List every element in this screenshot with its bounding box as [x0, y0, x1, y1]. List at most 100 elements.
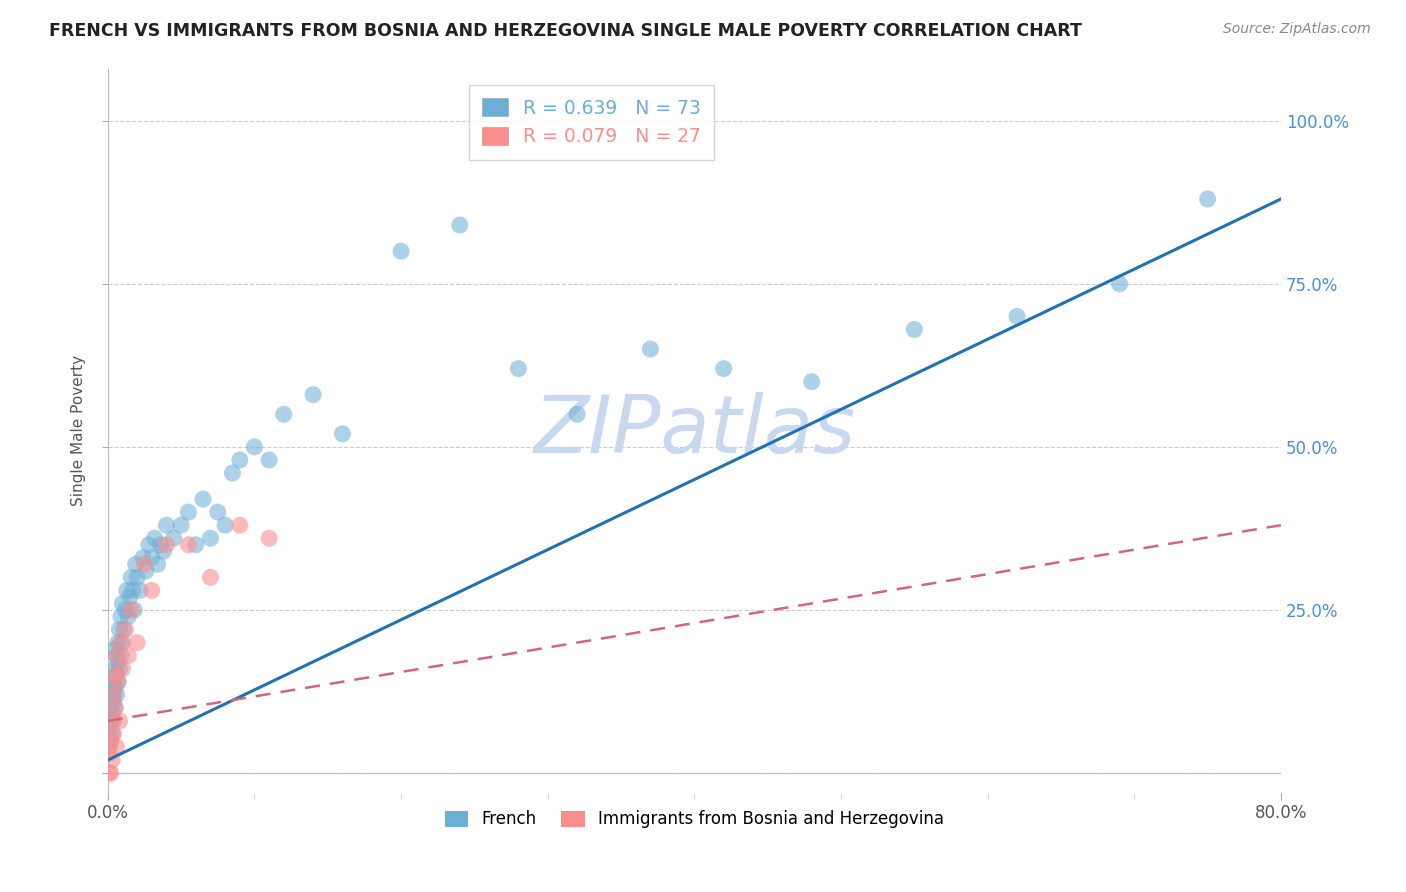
- Point: [110, 648, 132, 663]
- Point: [257, 531, 280, 545]
- Point: [141, 583, 163, 598]
- Point: [103, 714, 125, 728]
- Point: [110, 635, 132, 649]
- Point: [155, 518, 177, 533]
- Y-axis label: Single Male Poverty: Single Male Poverty: [72, 355, 86, 506]
- Point: [713, 361, 735, 376]
- Point: [191, 492, 214, 507]
- Point: [105, 739, 128, 754]
- Point: [98, 766, 121, 780]
- Point: [100, 766, 122, 780]
- Point: [104, 701, 127, 715]
- Point: [101, 727, 124, 741]
- Point: [105, 648, 128, 663]
- Point: [565, 407, 588, 421]
- Point: [103, 674, 125, 689]
- Point: [1005, 310, 1028, 324]
- Point: [103, 688, 125, 702]
- Point: [111, 635, 134, 649]
- Point: [100, 701, 122, 715]
- Point: [103, 694, 125, 708]
- Point: [110, 609, 132, 624]
- Point: [135, 564, 157, 578]
- Point: [104, 642, 127, 657]
- Point: [273, 407, 295, 421]
- Point: [143, 531, 166, 545]
- Point: [200, 531, 222, 545]
- Point: [124, 558, 146, 572]
- Point: [155, 538, 177, 552]
- Text: Source: ZipAtlas.com: Source: ZipAtlas.com: [1223, 22, 1371, 37]
- Point: [152, 544, 174, 558]
- Point: [903, 322, 925, 336]
- Point: [98, 747, 121, 761]
- Point: [101, 753, 124, 767]
- Point: [107, 674, 129, 689]
- Point: [149, 538, 172, 552]
- Point: [800, 375, 823, 389]
- Point: [100, 733, 122, 747]
- Point: [112, 623, 135, 637]
- Point: [120, 570, 142, 584]
- Point: [111, 662, 134, 676]
- Point: [105, 648, 128, 663]
- Point: [115, 583, 138, 598]
- Point: [221, 466, 243, 480]
- Point: [98, 727, 121, 741]
- Point: [98, 739, 121, 754]
- Point: [134, 558, 156, 572]
- Point: [114, 603, 136, 617]
- Point: [138, 538, 160, 552]
- Point: [257, 453, 280, 467]
- Point: [229, 518, 252, 533]
- Point: [105, 668, 128, 682]
- Point: [121, 583, 143, 598]
- Point: [103, 727, 125, 741]
- Point: [114, 623, 136, 637]
- Point: [141, 550, 163, 565]
- Point: [104, 662, 127, 676]
- Point: [449, 218, 471, 232]
- Point: [177, 538, 200, 552]
- Point: [243, 440, 266, 454]
- Point: [122, 603, 145, 617]
- Text: FRENCH VS IMMIGRANTS FROM BOSNIA AND HERZEGOVINA SINGLE MALE POVERTY CORRELATION: FRENCH VS IMMIGRANTS FROM BOSNIA AND HER…: [49, 22, 1083, 40]
- Point: [389, 244, 412, 259]
- Point: [640, 342, 662, 356]
- Text: ZIPatlas: ZIPatlas: [533, 392, 855, 469]
- Point: [107, 655, 129, 669]
- Point: [108, 623, 131, 637]
- Point: [107, 635, 129, 649]
- Point: [118, 590, 141, 604]
- Point: [177, 505, 200, 519]
- Point: [108, 662, 131, 676]
- Point: [117, 609, 139, 624]
- Point: [129, 583, 152, 598]
- Point: [100, 733, 122, 747]
- Point: [229, 453, 252, 467]
- Point: [508, 361, 530, 376]
- Point: [132, 550, 155, 565]
- Legend: French, Immigrants from Bosnia and Herzegovina: French, Immigrants from Bosnia and Herze…: [437, 804, 950, 835]
- Point: [200, 570, 222, 584]
- Point: [214, 518, 236, 533]
- Point: [163, 531, 186, 545]
- Point: [104, 701, 127, 715]
- Point: [170, 518, 193, 533]
- Point: [1108, 277, 1130, 291]
- Point: [105, 688, 128, 702]
- Point: [104, 668, 127, 682]
- Point: [101, 688, 124, 702]
- Point: [127, 570, 149, 584]
- Point: [146, 558, 169, 572]
- Point: [207, 505, 229, 519]
- Point: [120, 603, 142, 617]
- Point: [107, 674, 129, 689]
- Point: [117, 648, 139, 663]
- Point: [111, 597, 134, 611]
- Point: [1197, 192, 1219, 206]
- Point: [127, 635, 149, 649]
- Point: [101, 707, 124, 722]
- Point: [184, 538, 207, 552]
- Point: [101, 714, 124, 728]
